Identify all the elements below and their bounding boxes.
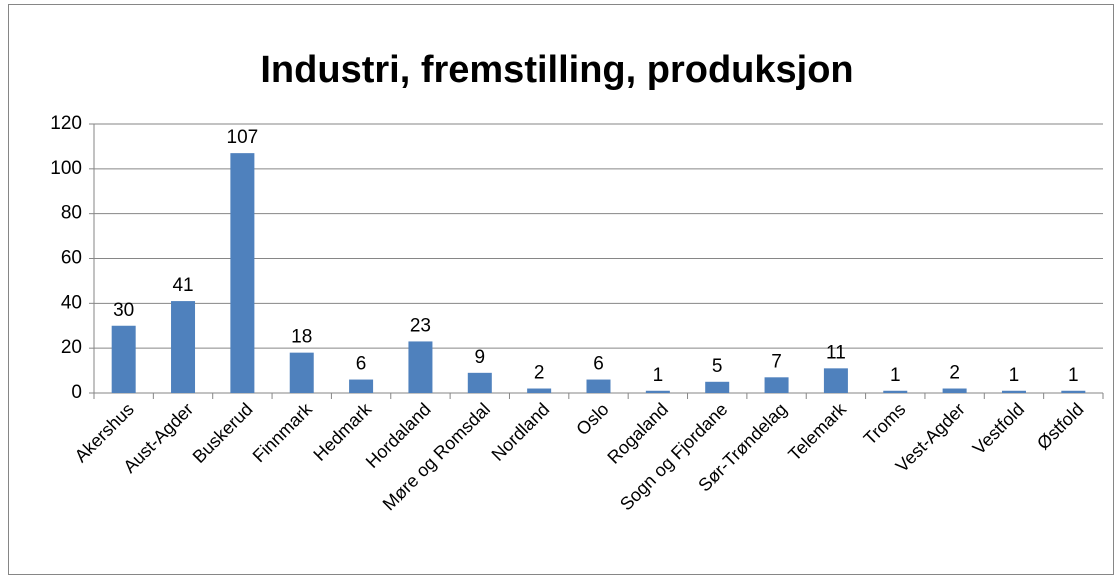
chart-frame — [8, 4, 1114, 575]
data-label: 1 — [653, 365, 664, 386]
y-tick-label: 100 — [50, 158, 82, 179]
data-label: 11 — [826, 342, 846, 363]
bar — [1001, 390, 1026, 393]
bar — [289, 352, 314, 393]
data-label: 1 — [890, 365, 901, 386]
data-label: 23 — [410, 315, 431, 336]
bar — [467, 372, 492, 393]
y-tick-label: 20 — [61, 337, 82, 358]
data-label: 30 — [113, 300, 134, 321]
bar — [111, 325, 136, 393]
y-tick-label: 40 — [61, 292, 82, 313]
data-label: 1 — [1068, 365, 1079, 386]
data-label: 41 — [172, 275, 193, 296]
bar — [1061, 390, 1086, 393]
bar — [230, 153, 255, 393]
data-label: 1 — [1009, 365, 1020, 386]
data-label: 107 — [227, 127, 259, 148]
data-label: 18 — [291, 327, 312, 348]
bar — [171, 301, 196, 393]
data-label: 6 — [593, 354, 604, 375]
y-tick-label: 80 — [61, 203, 82, 224]
y-tick-label: 120 — [50, 113, 82, 134]
bar — [586, 379, 611, 393]
bar — [764, 377, 789, 393]
data-label: 6 — [356, 354, 367, 375]
bar — [349, 379, 374, 393]
data-label: 2 — [534, 363, 545, 384]
bar — [705, 381, 730, 393]
data-label: 9 — [475, 347, 486, 368]
bar — [527, 388, 552, 393]
data-label: 5 — [712, 356, 723, 377]
y-tick-label: 0 — [71, 382, 82, 403]
bar — [408, 341, 433, 393]
data-label: 7 — [771, 351, 782, 372]
chart-title: Industri, fremstilling, produksjon — [260, 49, 853, 91]
bar — [645, 390, 670, 393]
bar — [883, 390, 908, 393]
data-label: 2 — [949, 363, 960, 384]
bar — [942, 388, 967, 393]
y-tick-label: 60 — [61, 248, 82, 269]
bar — [823, 368, 848, 393]
